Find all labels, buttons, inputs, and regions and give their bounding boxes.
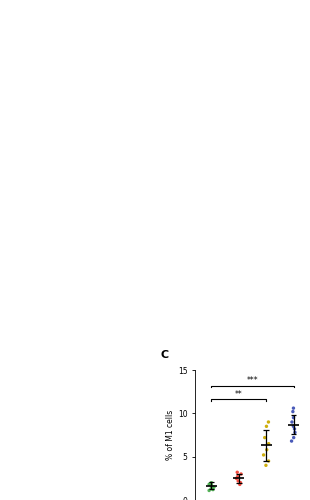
Point bbox=[290, 418, 294, 426]
Point bbox=[266, 440, 271, 448]
Point bbox=[207, 486, 212, 494]
Point bbox=[210, 486, 215, 494]
Point bbox=[292, 428, 297, 436]
Point bbox=[261, 451, 266, 459]
Point bbox=[209, 482, 214, 490]
Point bbox=[211, 483, 216, 491]
Point bbox=[291, 422, 296, 430]
Text: C: C bbox=[161, 350, 169, 360]
Point bbox=[291, 434, 296, 442]
Point bbox=[237, 480, 242, 488]
Point bbox=[292, 425, 297, 433]
Point bbox=[209, 484, 214, 492]
Point bbox=[290, 408, 295, 416]
Point bbox=[234, 474, 239, 482]
Point bbox=[235, 472, 240, 480]
Point bbox=[210, 484, 215, 492]
Point bbox=[291, 404, 296, 412]
Point bbox=[236, 477, 241, 485]
Y-axis label: % of M1 cells: % of M1 cells bbox=[166, 410, 175, 460]
Point bbox=[291, 414, 296, 422]
Point bbox=[262, 434, 267, 442]
Point bbox=[209, 482, 214, 490]
Point bbox=[266, 418, 271, 426]
Point bbox=[264, 446, 269, 454]
Point bbox=[239, 470, 244, 478]
Point bbox=[266, 457, 271, 465]
Text: ***: *** bbox=[247, 376, 258, 385]
Point bbox=[206, 480, 211, 488]
Text: **: ** bbox=[235, 390, 243, 399]
Point bbox=[264, 462, 268, 469]
Point bbox=[209, 478, 214, 486]
Point bbox=[289, 437, 294, 445]
Point bbox=[264, 422, 269, 430]
Point bbox=[238, 478, 243, 486]
Point bbox=[208, 480, 213, 488]
Point bbox=[235, 468, 240, 476]
